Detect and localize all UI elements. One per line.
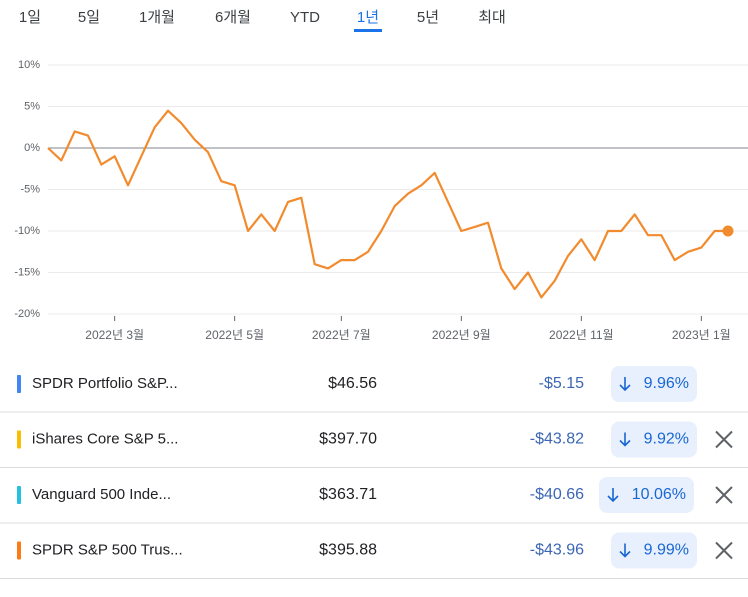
down-arrow <box>607 488 619 503</box>
y-tick-label: 5% <box>24 100 40 112</box>
down-arrow <box>619 432 631 447</box>
down-arrow <box>619 543 631 558</box>
x-tick-label: 2022년 3월 <box>85 328 144 342</box>
price: $395.88 <box>319 542 377 559</box>
legend-chip <box>17 375 21 393</box>
down-arrow <box>619 377 631 392</box>
fund-name[interactable]: SPDR Portfolio S&P... <box>32 375 178 392</box>
price: $363.71 <box>319 486 377 503</box>
range-tab[interactable]: 최대 <box>478 9 506 26</box>
percent-pill <box>611 366 697 402</box>
change: -$5.15 <box>539 375 584 392</box>
percent: 10.06% <box>632 486 686 503</box>
range-tab[interactable]: 1개월 <box>139 9 175 26</box>
fund-name[interactable]: SPDR S&P 500 Trus... <box>32 541 183 558</box>
percent: 9.96% <box>644 375 689 392</box>
percent-pill <box>611 532 697 569</box>
price: $46.56 <box>328 375 377 392</box>
legend-chip <box>17 430 21 449</box>
x-tick-label: 2022년 9월 <box>432 328 491 342</box>
range-tab[interactable]: 1년 <box>357 9 379 26</box>
remove-button[interactable] <box>715 541 733 560</box>
percent-pill <box>599 477 694 513</box>
percent: 9.92% <box>644 431 689 448</box>
y-tick-label: 10% <box>18 59 40 71</box>
y-tick-label: -10% <box>14 225 40 237</box>
percent-pill <box>611 421 697 458</box>
legend-chip <box>17 541 21 560</box>
change: -$43.82 <box>530 431 584 448</box>
range-tab[interactable]: YTD <box>290 9 320 26</box>
percent: 9.99% <box>644 542 689 559</box>
range-tab[interactable]: 1일 <box>19 9 41 26</box>
range-tab[interactable]: 5년 <box>417 9 439 26</box>
end-dot <box>722 225 734 237</box>
change: -$40.66 <box>530 486 584 503</box>
remove-button[interactable] <box>715 430 733 449</box>
x-tick-label: 2022년 7월 <box>312 328 371 342</box>
legend-chip <box>17 486 21 504</box>
fund-name[interactable]: Vanguard 500 Inde... <box>32 486 171 503</box>
x-tick-label: 2022년 11월 <box>549 328 614 342</box>
y-tick-label: -5% <box>20 183 40 195</box>
remove-button[interactable] <box>715 486 733 504</box>
y-tick-label: -20% <box>14 308 40 320</box>
fund-name[interactable]: iShares Core S&P 5... <box>32 430 178 447</box>
x-tick-label: 2022년 5월 <box>205 328 264 342</box>
range-tab[interactable]: 5일 <box>78 9 100 26</box>
price: $397.70 <box>319 431 377 448</box>
price-line <box>47 109 728 299</box>
y-tick-label: 0% <box>24 142 40 154</box>
change: -$43.96 <box>530 542 584 559</box>
tab-underline <box>354 29 382 32</box>
y-tick-label: -15% <box>14 266 40 278</box>
range-tab[interactable]: 6개월 <box>215 9 251 26</box>
x-tick-label: 2023년 1월 <box>672 328 731 342</box>
